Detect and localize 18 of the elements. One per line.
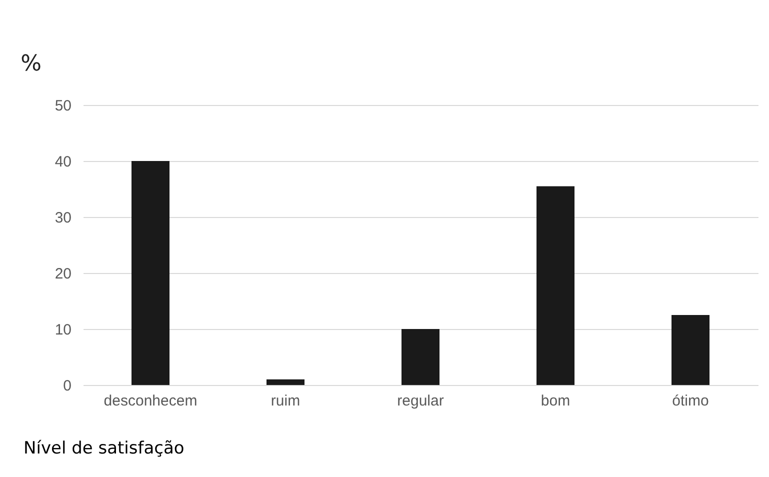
y-tick-label: 0: [63, 378, 72, 394]
y-tick-label: 40: [54, 154, 72, 170]
x-tick-label: ruim: [270, 392, 300, 410]
bar: [266, 379, 304, 385]
bar: [536, 186, 574, 385]
x-tick-label: desconhecem: [104, 392, 198, 410]
bar: [132, 161, 170, 385]
bar: [672, 315, 710, 385]
y-tick-label: 50: [54, 98, 72, 114]
y-tick-label: 20: [54, 266, 72, 282]
y-axis-title: %: [20, 52, 42, 76]
bar: [402, 329, 440, 385]
x-axis-title: Nível de satisfação: [24, 438, 184, 458]
x-tick-label: ótimo: [672, 392, 709, 410]
x-tick-label: bom: [540, 392, 570, 410]
y-tick-label: 10: [54, 322, 72, 338]
y-tick-label: 30: [54, 210, 72, 226]
x-tick-label: regular: [397, 392, 444, 410]
